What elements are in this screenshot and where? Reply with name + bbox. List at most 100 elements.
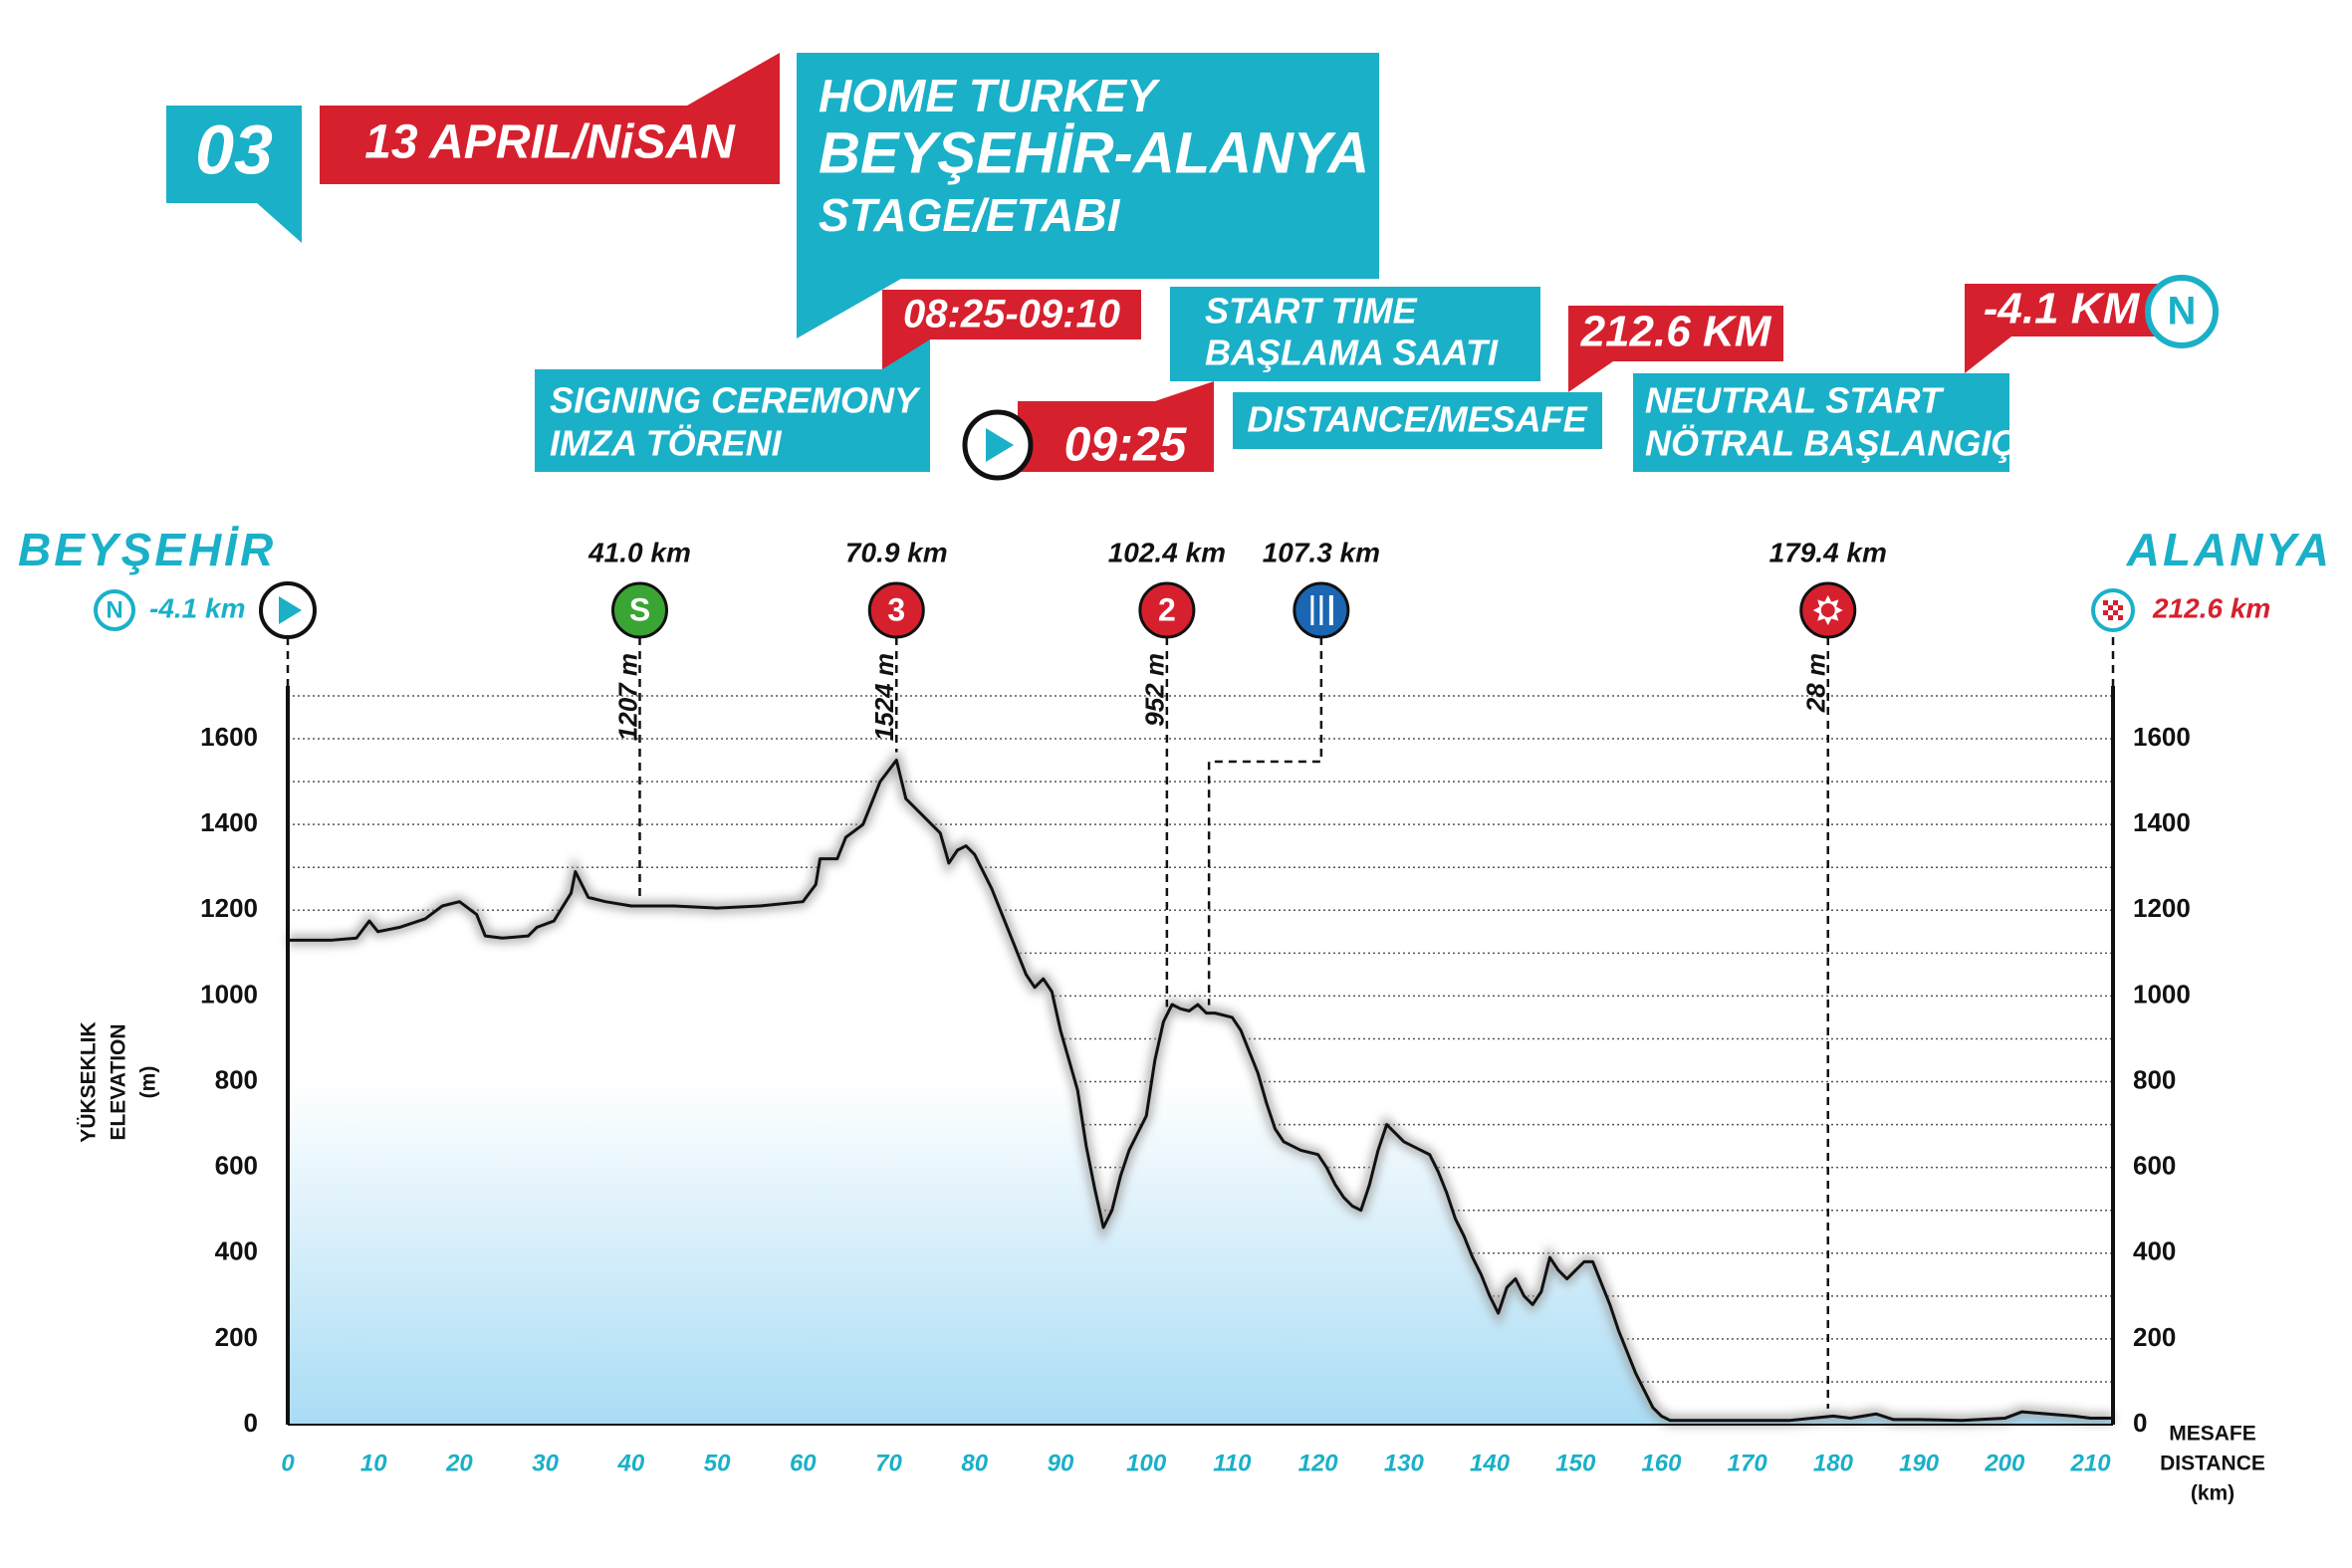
elevation-area	[288, 760, 2113, 1425]
start-name: BEYŞEHİR	[18, 524, 276, 575]
neutral-box	[1965, 284, 2159, 373]
x-tick-label: 20	[445, 1450, 473, 1476]
y-tick-label-right: 1200	[2133, 893, 2191, 923]
signing-time-box	[882, 290, 1141, 369]
y-tick-label-right: 400	[2133, 1236, 2176, 1266]
distance-label-box	[1233, 392, 1602, 449]
title-line: HOME TURKEY	[819, 70, 1161, 121]
marker-icon-label: 3	[887, 591, 905, 627]
finish-icon-check	[2118, 615, 2123, 620]
start-time: 09:25	[1064, 419, 1188, 472]
marker-km: 70.9 km	[845, 537, 948, 567]
marker-km: 179.4 km	[1769, 537, 1887, 567]
distance-box	[1568, 306, 1783, 392]
stage-number: 03	[195, 111, 273, 188]
neutral-distance: -4.1 KM	[1984, 285, 2141, 334]
x-tick-label: 110	[1213, 1450, 1252, 1476]
start-label: BAŞLAMA SAATI	[1205, 333, 1499, 373]
finish-icon-check	[2108, 615, 2113, 620]
signing-time: 08:25-09:10	[903, 293, 1120, 336]
start-box	[1170, 287, 1540, 381]
y-tick-label-right: 800	[2133, 1064, 2176, 1094]
x-tick-label: 10	[360, 1450, 387, 1476]
y-tick-label: 800	[215, 1064, 258, 1094]
marker-icon-label: 2	[1158, 591, 1176, 627]
neutral-icon	[94, 589, 135, 631]
x-tick-label: 130	[1384, 1450, 1425, 1476]
title-line: BEYŞEHİR-ALANYA	[819, 120, 1369, 185]
y-axis-title: ELEVATION	[108, 1023, 130, 1140]
x-axis-title: MESAFE	[2169, 1423, 2256, 1446]
marker-icon	[610, 581, 668, 639]
finish-icon-check	[2113, 600, 2118, 605]
y-tick-label: 1400	[200, 807, 258, 837]
x-tick-label: 50	[704, 1450, 731, 1476]
distance: 212.6 KM	[1580, 308, 1772, 356]
marker-guide	[1207, 637, 1323, 1006]
neutral-icon	[2145, 275, 2219, 348]
x-axis-title: DISTANCE	[2160, 1453, 2265, 1475]
y-axis-title: YÜKSEKLIK	[78, 1021, 101, 1142]
x-tick-label: 40	[617, 1450, 645, 1476]
x-tick-label: 120	[1298, 1450, 1339, 1476]
start-time-box	[1018, 381, 1214, 472]
x-tick-label: 160	[1641, 1450, 1682, 1476]
finish-icon-check	[2118, 605, 2123, 610]
elevation-line	[288, 759, 2113, 1423]
y-tick-label-right: 0	[2133, 1408, 2147, 1438]
neutral-label: NEUTRAL START	[1645, 380, 1945, 421]
y-tick-label-right: 1400	[2133, 807, 2191, 837]
marker-icon	[867, 581, 925, 639]
start-icon	[279, 596, 302, 624]
x-tick-label: 180	[1813, 1450, 1854, 1476]
x-tick-label: 0	[281, 1450, 295, 1476]
y-tick-label-right: 600	[2133, 1151, 2176, 1181]
x-tick-label: 100	[1126, 1450, 1167, 1476]
y-tick-label: 600	[215, 1151, 258, 1181]
title-box	[797, 53, 1379, 338]
marker-elevation: 28 m	[1801, 653, 1831, 713]
marker-km: 41.0 km	[588, 537, 691, 567]
date-box	[320, 53, 780, 184]
signing-label: SIGNING CEREMONY	[550, 380, 921, 421]
marker-elevation: 952 m	[1140, 653, 1170, 727]
neutral-label-box	[1633, 373, 2009, 472]
finish-icon-check	[2108, 605, 2113, 610]
x-tick-label: 210	[2070, 1450, 2112, 1476]
y-axis-title: (m)	[137, 1066, 160, 1099]
x-tick-label: 200	[1984, 1450, 2025, 1476]
y-tick-label-right: 1600	[2133, 722, 2191, 752]
y-tick-label: 1600	[200, 722, 258, 752]
signing-label: IMZA TÖRENI	[550, 423, 783, 464]
start-km: -4.1 km	[149, 592, 246, 623]
marker-km: 107.3 km	[1263, 537, 1380, 567]
y-tick-label: 0	[244, 1408, 258, 1438]
start-label: START TIME	[1205, 291, 1418, 332]
x-tick-label: 140	[1470, 1450, 1511, 1476]
neutral-icon-letter: N	[2168, 290, 2197, 334]
y-tick-label: 1200	[200, 893, 258, 923]
x-tick-label: 30	[532, 1450, 559, 1476]
x-axis-title: (km)	[2191, 1482, 2234, 1505]
x-tick-label: 80	[961, 1450, 988, 1476]
y-tick-label: 400	[215, 1236, 258, 1266]
marker-elevation: 1524 m	[869, 653, 899, 741]
marker-elevation: 1207 m	[612, 653, 642, 741]
neutral-icon-letter: N	[106, 596, 122, 623]
x-tick-label: 190	[1899, 1450, 1940, 1476]
neutral-label: NÖTRAL BAŞLANGIÇ	[1645, 423, 2017, 464]
play-icon	[986, 428, 1014, 462]
marker-km: 102.4 km	[1108, 537, 1226, 567]
x-tick-label: 70	[875, 1450, 902, 1476]
x-tick-label: 90	[1048, 1450, 1074, 1476]
x-tick-label: 60	[790, 1450, 817, 1476]
y-tick-label-right: 200	[2133, 1322, 2176, 1352]
finish-name: ALANYA	[2126, 524, 2332, 575]
finish-km: 212.6 km	[2152, 592, 2270, 623]
header: 03 13 APRIL/NiSAN HOME TURKEY BEYŞEHİR-A…	[166, 53, 2219, 481]
title-line: STAGE/ETABI	[819, 189, 1121, 241]
marker-icon	[1138, 581, 1196, 639]
stage-box	[166, 106, 302, 243]
x-tick-label: 170	[1728, 1450, 1768, 1476]
